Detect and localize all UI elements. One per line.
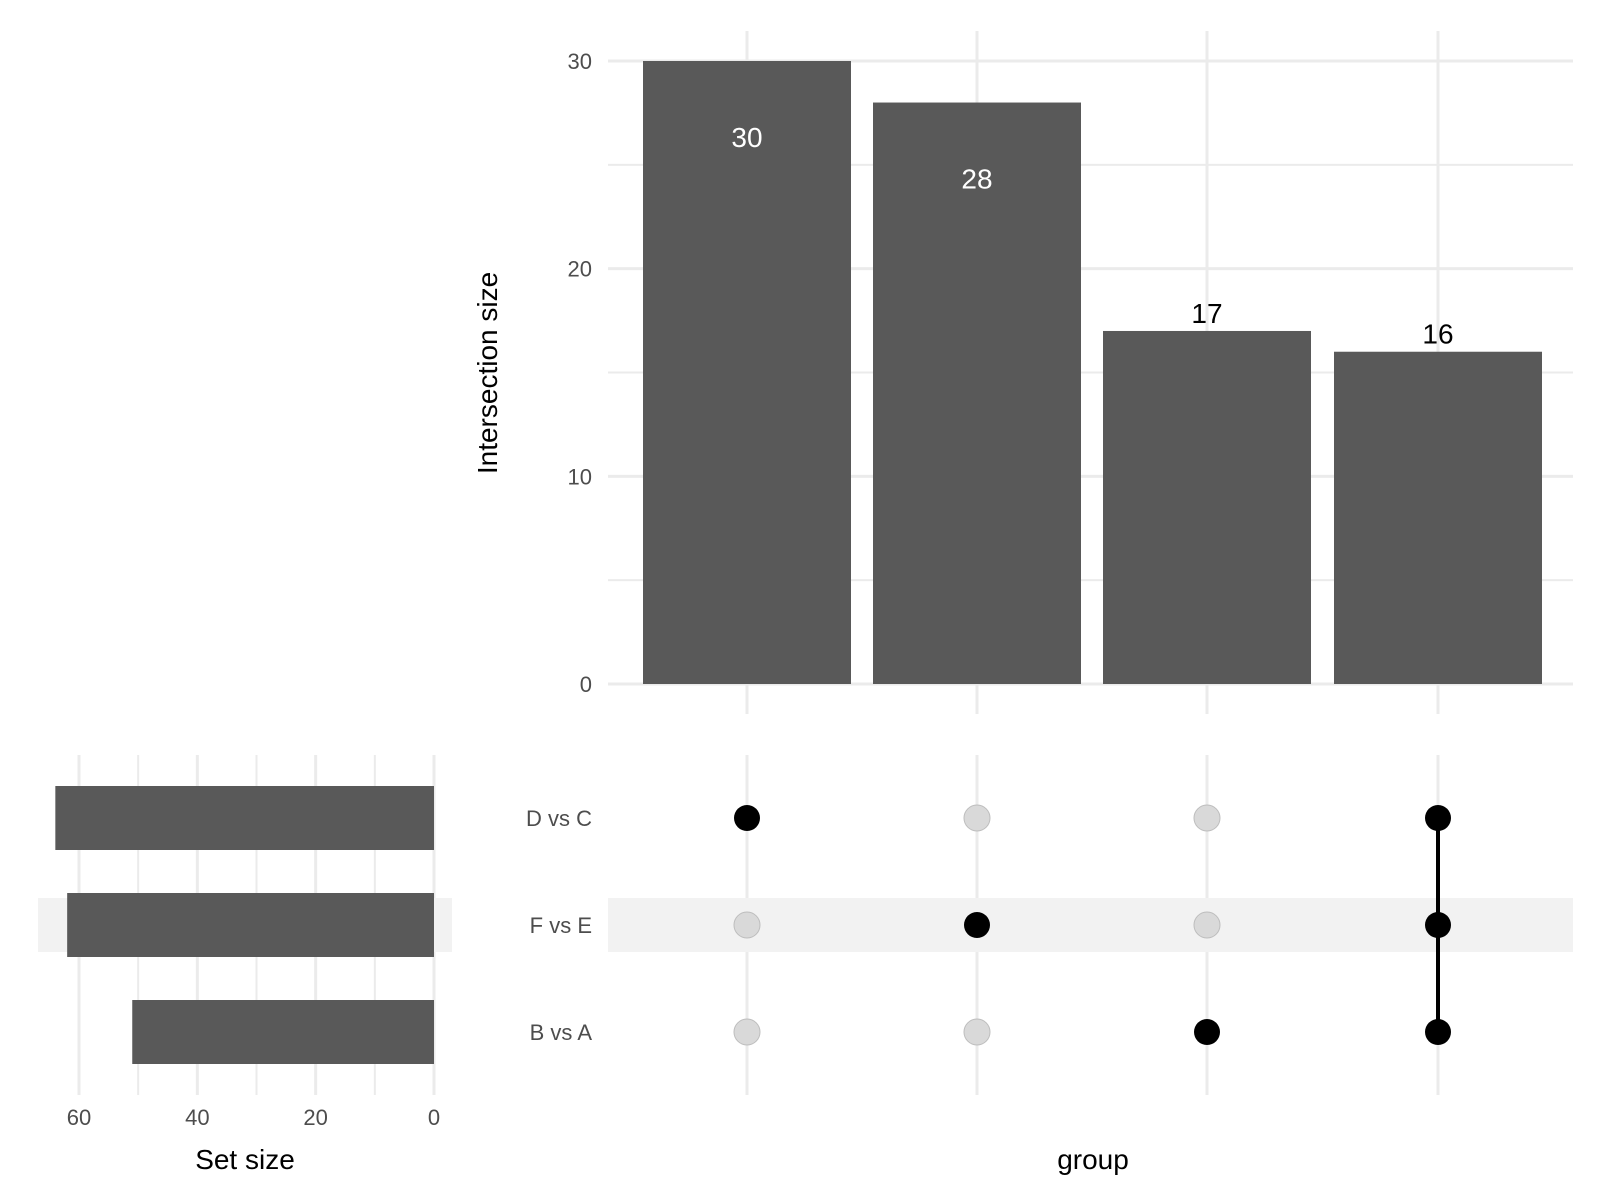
y-tick-label: 0 — [580, 672, 592, 697]
matrix-dot-inactive — [733, 1018, 761, 1046]
intersection-bar — [643, 61, 851, 684]
group-axis-title: group — [1057, 1144, 1129, 1175]
y-tick-label: 10 — [568, 464, 592, 489]
matrix-dot-inactive — [963, 804, 991, 832]
set-size-tick-label: 0 — [428, 1105, 440, 1130]
matrix-dot-inactive — [1193, 804, 1221, 832]
y-tick-label: 30 — [568, 49, 592, 74]
set-size-tick-label: 40 — [185, 1105, 209, 1130]
text-layer: 0 10 20 30 60 40 20 0 30 28 17 16 D vs C F vs E B vs A — [67, 49, 1454, 1130]
intersection-bar-label: 17 — [1191, 298, 1222, 329]
set-size-tick-label: 60 — [67, 1105, 91, 1130]
set-size-bar — [55, 786, 434, 850]
set-label: F vs E — [530, 913, 592, 938]
set-size-bar — [132, 1000, 434, 1064]
matrix-dot-active — [1194, 1019, 1220, 1045]
intersection-bar — [873, 102, 1081, 685]
matrix-dot-inactive — [1193, 911, 1221, 939]
matrix-dot-active — [964, 912, 990, 938]
mark-layer — [55, 61, 1542, 1064]
set-size-tick-label: 20 — [303, 1105, 327, 1130]
intersection-bar-label: 28 — [961, 164, 992, 195]
matrix-dot-active — [1425, 1019, 1451, 1045]
matrix-row-stripe — [608, 898, 1573, 952]
intersection-size-axis-title: Intersection size — [472, 272, 503, 474]
set-label: B vs A — [530, 1020, 593, 1045]
matrix-dot-active — [1425, 805, 1451, 831]
y-tick-label: 20 — [568, 257, 592, 282]
matrix-dot-inactive — [963, 1018, 991, 1046]
intersection-bar — [1103, 330, 1311, 684]
set-size-axis-title: Set size — [195, 1144, 295, 1175]
matrix-dot-active — [1425, 912, 1451, 938]
intersection-bar-label: 16 — [1422, 319, 1453, 350]
intersection-bar-label: 30 — [731, 122, 762, 153]
set-size-bar — [67, 893, 435, 957]
matrix-dot-inactive — [733, 911, 761, 939]
intersection-bar — [1334, 351, 1542, 684]
matrix-dot-active — [734, 805, 760, 831]
set-label: D vs C — [526, 806, 592, 831]
